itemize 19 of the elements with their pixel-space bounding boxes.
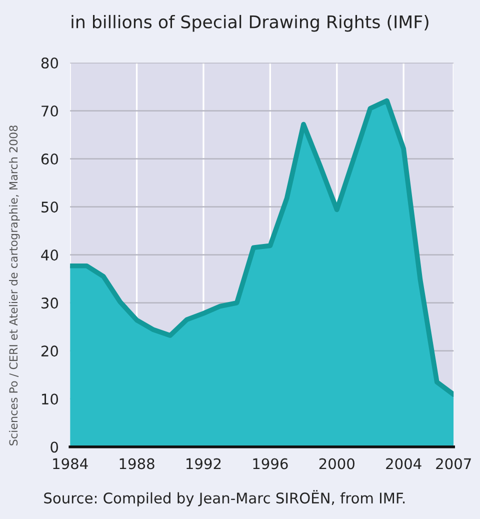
y-tick-label: 0 — [50, 442, 58, 453]
x-tick-label: 2004 — [386, 458, 422, 470]
y-tick-label: 30 — [42, 298, 58, 309]
y-tick-label: 70 — [42, 106, 58, 117]
y-tick-label: 10 — [42, 394, 58, 405]
y-tick-label: 80 — [41, 58, 58, 69]
x-tick-label: 1992 — [186, 458, 221, 470]
source-note: Source: Compiled by Jean-Marc SIROËN, from IMF. — [44, 490, 405, 506]
x-tick-label: 1984 — [53, 458, 88, 470]
chart-title: in billions of Special Drawing Rights (IMF) — [72, 14, 428, 32]
text: Sciences Po / CERI et Atelier de cartographie, March 2008 — [9, 126, 20, 446]
y-tick-label: 40 — [41, 250, 58, 261]
y-tick-label: 60 — [41, 154, 58, 165]
y-tick-label: 20 — [41, 346, 58, 357]
y-tick-label: 50 — [42, 202, 58, 213]
x-tick-label: 1996 — [253, 458, 288, 470]
x-tick-label: 2007 — [436, 458, 471, 470]
x-tick-label: 2000 — [319, 458, 354, 470]
x-tick-label: 1988 — [120, 458, 154, 470]
